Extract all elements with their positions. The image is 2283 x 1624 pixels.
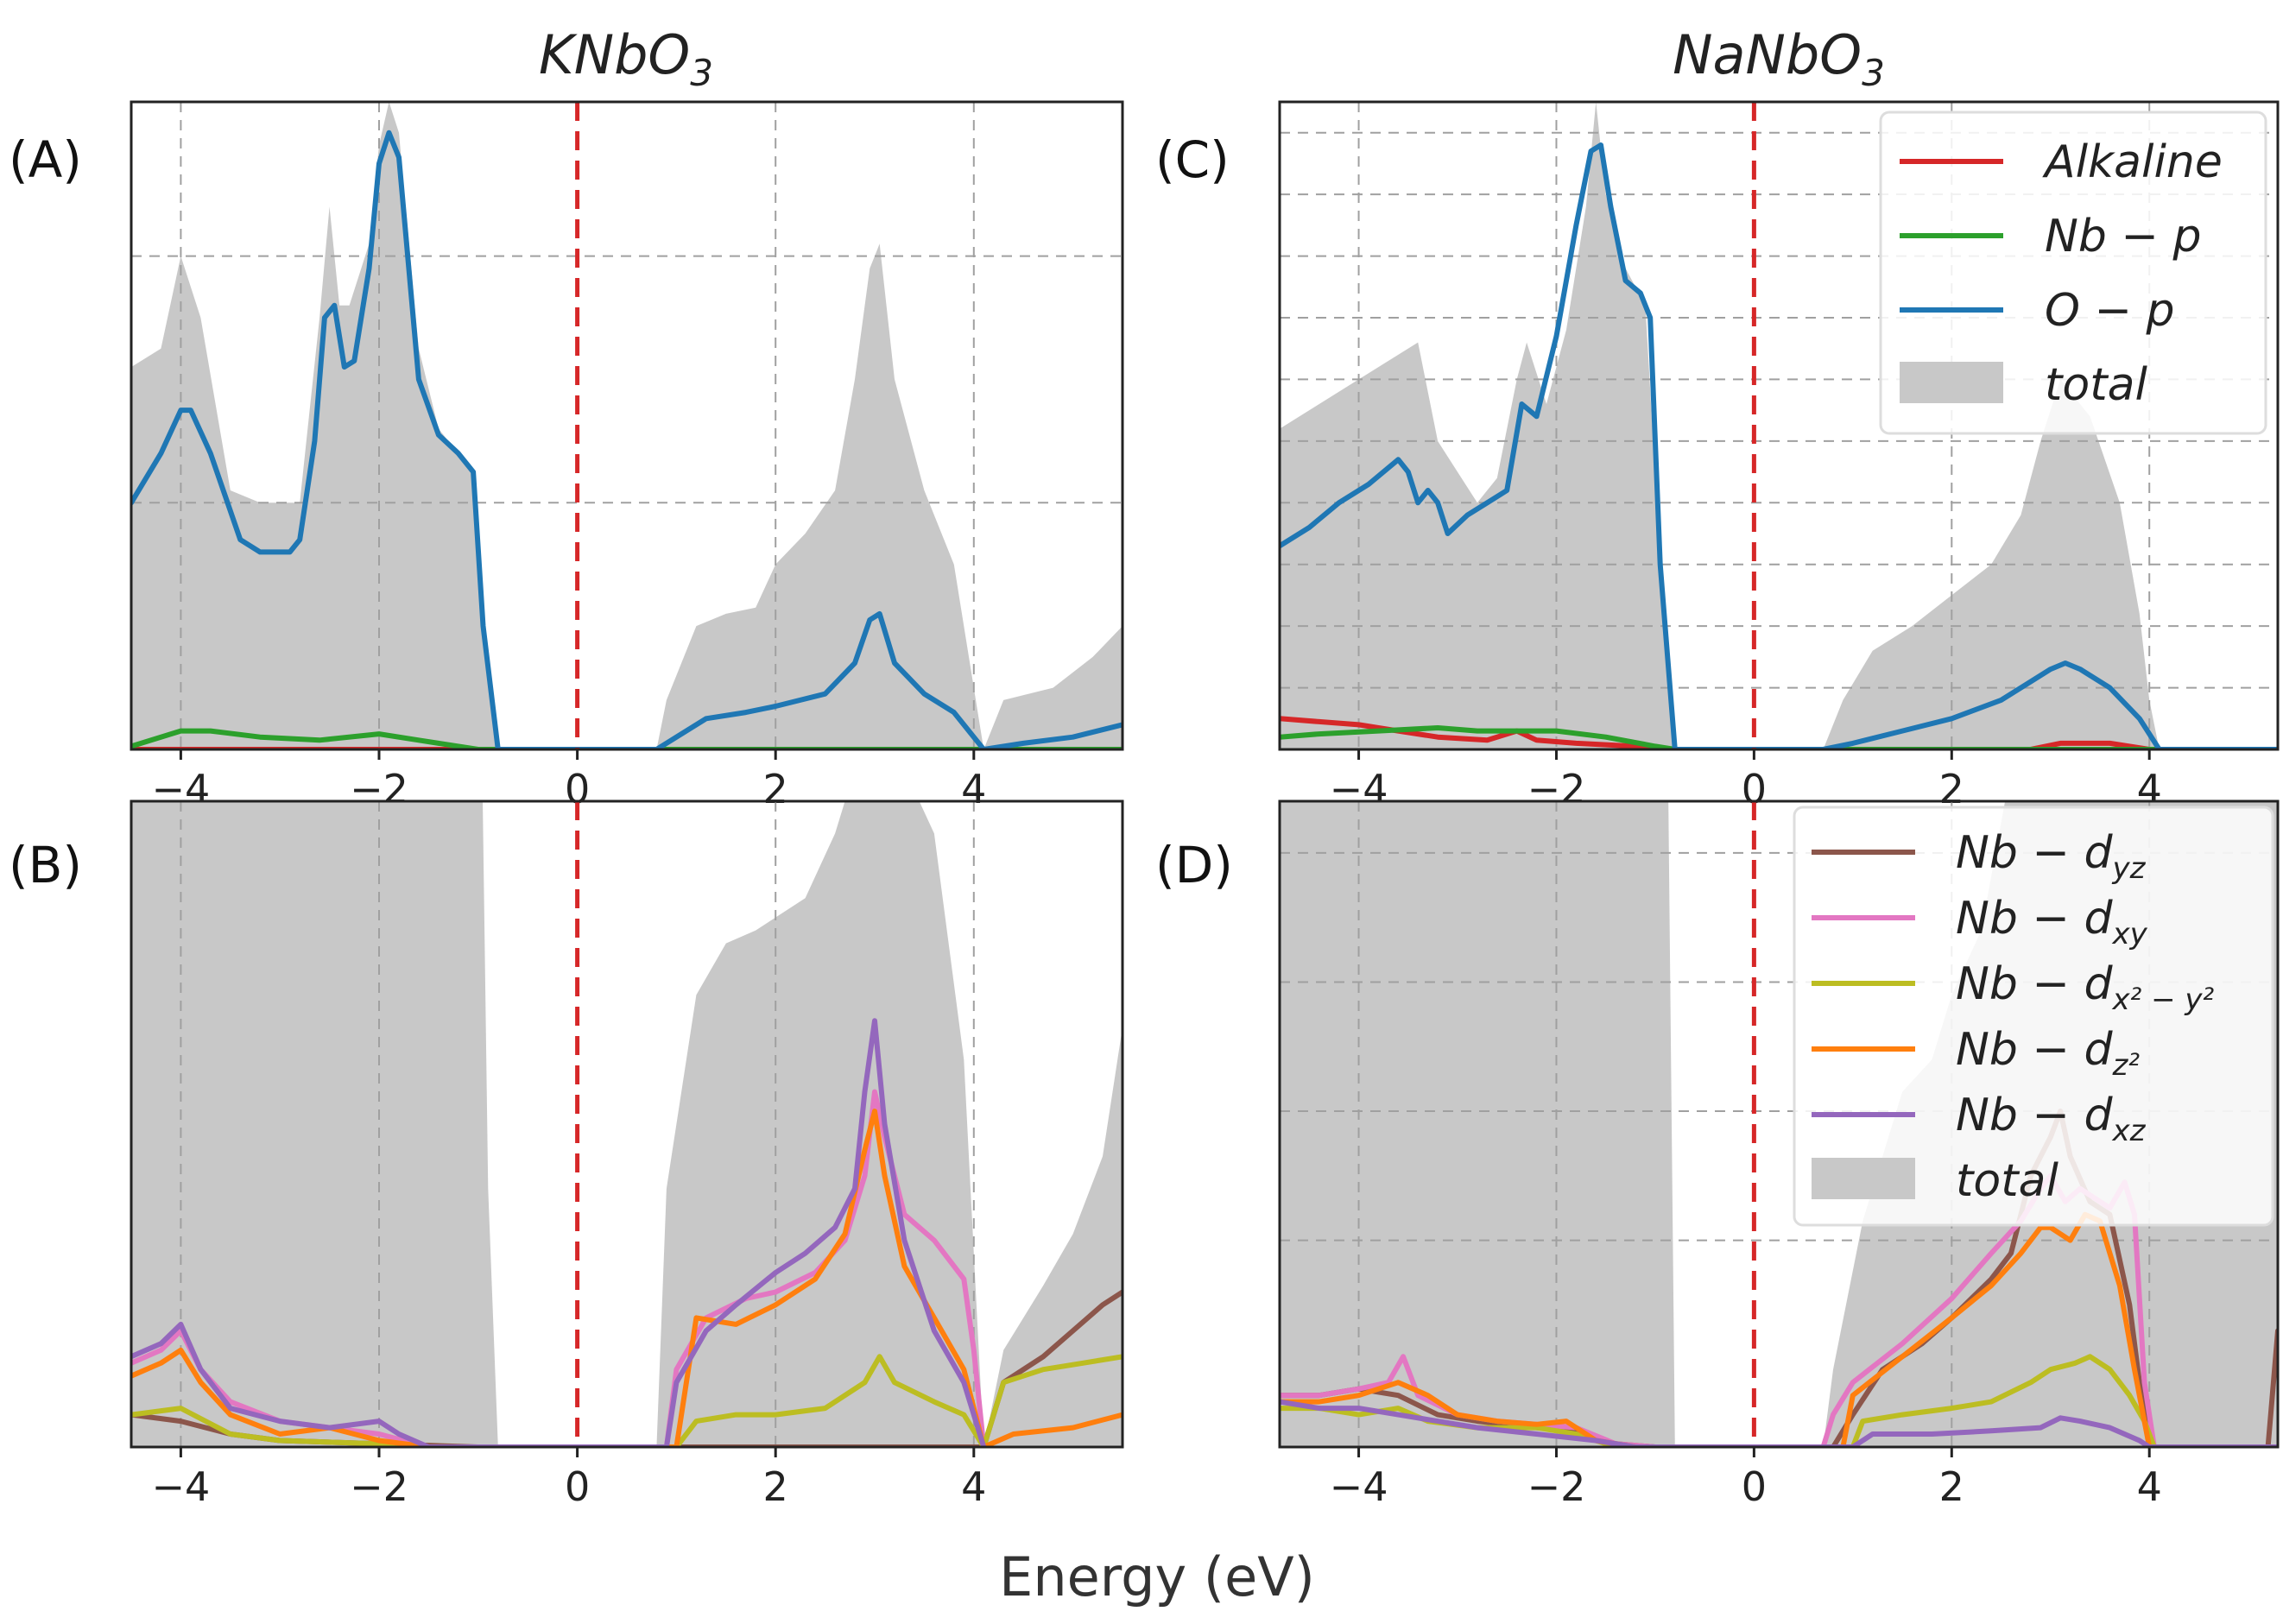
total-dos-area <box>131 801 1123 1447</box>
title-nanbo3: NaNbO3 <box>1673 23 1885 94</box>
legend-label: Nb − dxz <box>1956 1090 2147 1148</box>
series-line-O−p <box>1280 142 2278 749</box>
panel-2: −4 −2 0 2 4(C) <box>1155 100 2280 812</box>
panels-group: −4 −2 0 2 4(A) −4 −2 0 2 4 (B) −4 −2 0 2 4(C) −4 −2 0 2 4 (D) <box>9 100 2280 1510</box>
legend-bottom: Nb − dyz Nb − dxy Nb − dx² − y² Nb − dz² Nb … <box>1793 806 2274 1227</box>
legend-label: O − p <box>2045 285 2175 337</box>
x-tick-label: 4 <box>2137 1463 2162 1510</box>
legend-swatch-total <box>1812 1158 1915 1199</box>
panel-frame <box>130 100 1124 751</box>
panel-frame <box>130 799 1124 1449</box>
x-tick-label: 0 <box>1742 1463 1767 1510</box>
legend-label: Nb − dyz <box>1956 827 2147 886</box>
total-dos-area <box>1280 102 2278 749</box>
x-tick-label: −4 <box>1330 1463 1388 1510</box>
series-line-Nb−p <box>1280 725 2278 749</box>
series-line-Nb−d_xz <box>1280 1399 2278 1447</box>
series-line-Nb−d_xz <box>131 1018 987 1447</box>
legend-box <box>1793 806 2274 1227</box>
series-line-Nb−p <box>131 728 1123 749</box>
legend-label: total <box>2045 359 2147 411</box>
plot-area <box>131 102 1123 749</box>
title-knbo3: KNbO3 <box>539 23 713 94</box>
x-axis-label: Energy (eV) <box>999 1545 1315 1608</box>
panel-0: −4 −2 0 2 4(A) <box>9 100 1124 812</box>
legend-label: Nb − p <box>2045 211 2202 262</box>
legend-swatch-total <box>1900 362 2003 403</box>
legend-label: Nb − dxy <box>1956 893 2148 951</box>
total-dos-area <box>131 102 1123 749</box>
panel-label: (A) <box>9 130 82 189</box>
series-line-O−p <box>131 130 1123 749</box>
x-tick-label: −4 <box>151 1463 210 1510</box>
legend-label: Alkaline <box>2042 136 2223 188</box>
legend-label: total <box>1956 1155 2058 1207</box>
legend-label: Nb − dz² <box>1956 1024 2140 1083</box>
panel-label: (D) <box>1155 836 1233 894</box>
panel-label: (C) <box>1155 130 1230 189</box>
panel-frame <box>1278 100 2280 751</box>
x-tick-label: 4 <box>961 1463 986 1510</box>
panel-frame <box>1278 799 2280 1449</box>
panel-1: −4 −2 0 2 4 (B) <box>9 799 1124 1510</box>
plot-area <box>1280 102 2278 749</box>
legend-top: Alkaline Nb − p O − p total <box>1879 111 2267 435</box>
series-line-Nb−d_x²−y² <box>131 1354 1123 1447</box>
x-tick-label: −2 <box>1527 1463 1586 1510</box>
legend-label: Nb − dx² − y² <box>1956 958 2215 1017</box>
series-line-Nb−d_xy <box>131 1089 987 1447</box>
x-tick-label: −2 <box>350 1463 408 1510</box>
series-line-Nb−d_z² <box>131 1109 1123 1447</box>
series-line-Alkaline <box>1280 716 2278 749</box>
x-tick-label: 2 <box>763 1463 788 1510</box>
x-tick-label: 2 <box>1939 1463 1964 1510</box>
legend-box <box>1879 111 2267 435</box>
panel-label: (B) <box>9 836 82 894</box>
x-tick-label: 0 <box>565 1463 590 1510</box>
plot-area <box>131 801 1123 1447</box>
